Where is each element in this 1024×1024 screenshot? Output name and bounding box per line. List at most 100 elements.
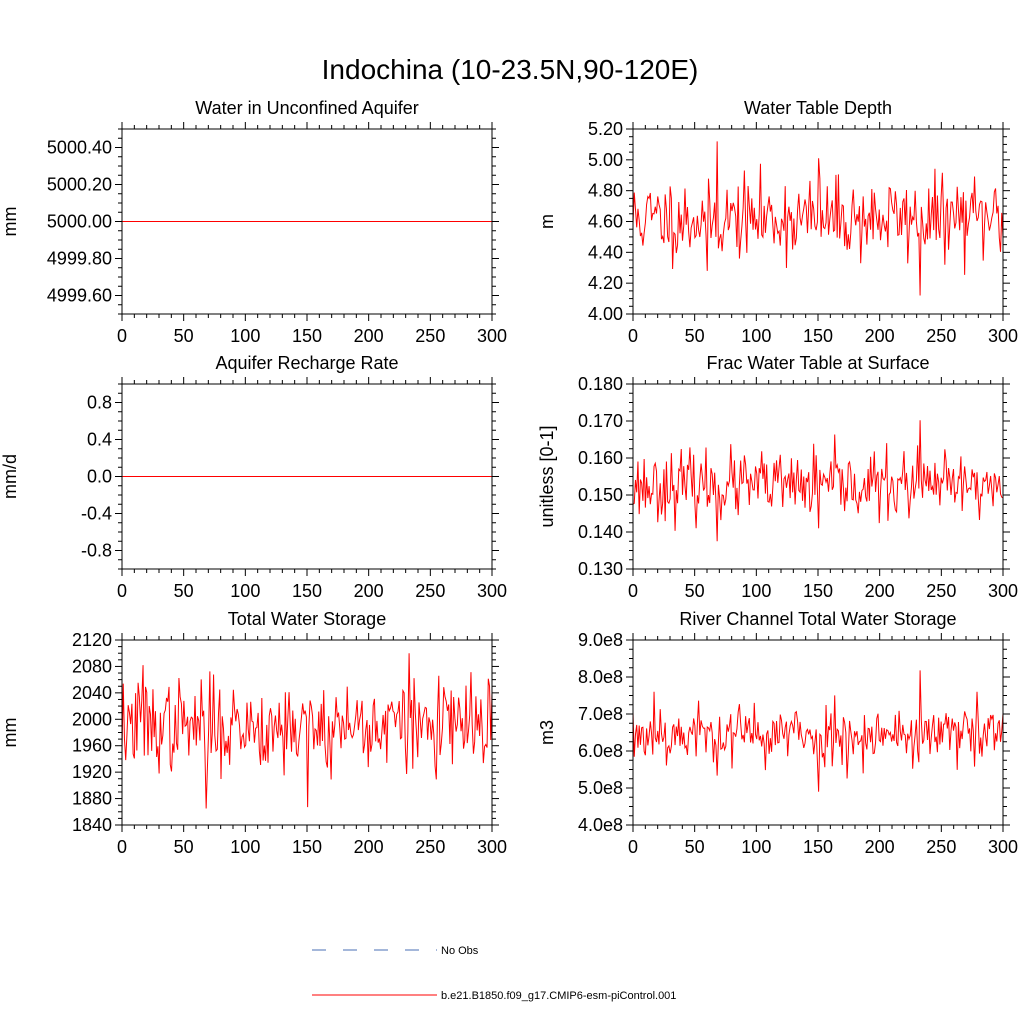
figure-title: Indochina (10-23.5N,90-120E) <box>322 54 699 85</box>
y-tick-label: -0.4 <box>81 504 112 524</box>
panel-title: Total Water Storage <box>228 609 386 629</box>
plot-frame <box>632 383 1004 570</box>
x-tick-label: 200 <box>354 837 384 857</box>
y-tick-label: 0.150 <box>578 485 623 505</box>
x-tick-label: 200 <box>865 837 895 857</box>
chart-panel: Frac Water Table at Surface unitless [0-1… <box>537 353 1018 601</box>
y-tick-label: 4.60 <box>588 212 623 232</box>
x-tick-label: 50 <box>685 837 705 857</box>
panel-title: Aquifer Recharge Rate <box>215 353 398 373</box>
x-tick-label: 250 <box>926 581 956 601</box>
y-tick-label: 9.0e8 <box>578 630 623 650</box>
legend-label-model: b.e21.B1850.f09_g17.CMIP6-esm-piControl.… <box>441 990 676 1002</box>
x-tick-label: 200 <box>865 581 895 601</box>
x-tick-label: 50 <box>685 326 705 346</box>
x-tick-label: 300 <box>477 326 507 346</box>
y-tick-label: 5.20 <box>588 119 623 139</box>
y-tick-label: 4999.60 <box>47 286 112 306</box>
x-tick-label: 300 <box>477 581 507 601</box>
panel-title: Water in Unconfined Aquifer <box>195 98 418 118</box>
y-tick-label: 8.0e8 <box>578 667 623 687</box>
x-tick-label: 250 <box>415 581 445 601</box>
x-tick-label: 150 <box>292 581 322 601</box>
y-tick-label: 0.8 <box>87 393 112 413</box>
y-tick-label: 1920 <box>72 762 112 782</box>
x-tick-label: 0 <box>628 837 638 857</box>
y-tick-label: 5.0e8 <box>578 778 623 798</box>
y-tick-label: 0.180 <box>578 374 623 394</box>
x-tick-label: 150 <box>292 326 322 346</box>
x-tick-label: 100 <box>741 837 771 857</box>
y-tick-label: 1840 <box>72 815 112 835</box>
y-axis-label: mm/d <box>0 454 20 499</box>
x-tick-label: 100 <box>230 837 260 857</box>
panel-title: River Channel Total Water Storage <box>679 609 956 629</box>
y-tick-label: 0.170 <box>578 411 623 431</box>
x-tick-label: 200 <box>354 326 384 346</box>
x-tick-label: 100 <box>741 326 771 346</box>
x-tick-label: 150 <box>803 326 833 346</box>
chart-panel: Aquifer Recharge Rate mm/d 0 50 100 150 200 250… <box>0 353 507 601</box>
x-tick-label: 150 <box>292 837 322 857</box>
y-tick-label: 5000.40 <box>47 138 112 158</box>
panels: Water in Unconfined Aquifer mm 0 50 100 150 20… <box>0 98 1018 857</box>
y-axis-label: m <box>537 214 557 229</box>
x-tick-label: 50 <box>174 837 194 857</box>
y-tick-label: 4.20 <box>588 273 623 293</box>
y-axis-label: mm <box>0 718 20 748</box>
y-tick-label: 1960 <box>72 736 112 756</box>
x-tick-label: 250 <box>926 837 956 857</box>
x-tick-label: 300 <box>988 326 1018 346</box>
y-tick-label: 4.80 <box>588 181 623 201</box>
y-tick-label: 5000.20 <box>47 175 112 195</box>
x-tick-label: 300 <box>988 581 1018 601</box>
y-axis-label: m3 <box>537 720 557 745</box>
x-tick-label: 250 <box>926 326 956 346</box>
x-tick-label: 150 <box>803 837 833 857</box>
x-tick-label: 100 <box>230 581 260 601</box>
y-tick-label: -0.8 <box>81 541 112 561</box>
y-tick-label: 0.0 <box>87 467 112 487</box>
series-line <box>633 141 1003 296</box>
y-axis-label: mm <box>0 207 20 237</box>
y-axis-label: unitless [0-1] <box>537 425 557 527</box>
y-tick-label: 2040 <box>72 683 112 703</box>
x-tick-label: 300 <box>477 837 507 857</box>
y-tick-label: 2080 <box>72 656 112 676</box>
y-tick-label: 5000.00 <box>47 212 112 232</box>
x-tick-label: 100 <box>741 581 771 601</box>
x-tick-label: 50 <box>174 326 194 346</box>
y-tick-label: 7.0e8 <box>578 704 623 724</box>
x-tick-label: 0 <box>628 326 638 346</box>
x-tick-label: 0 <box>628 581 638 601</box>
chart-panel: Total Water Storage mm 0 50 100 150 200 250 300 1… <box>0 609 507 857</box>
x-tick-label: 50 <box>174 581 194 601</box>
y-tick-label: 4.00 <box>588 304 623 324</box>
x-tick-label: 250 <box>415 837 445 857</box>
y-tick-label: 2120 <box>72 630 112 650</box>
chart-panel: Water Table Depth m 0 50 100 150 200 250 300 4.00… <box>537 98 1018 346</box>
x-tick-label: 0 <box>117 837 127 857</box>
y-tick-label: 4.40 <box>588 242 623 262</box>
panel-title: Frac Water Table at Surface <box>706 353 929 373</box>
y-tick-label: 4.0e8 <box>578 815 623 835</box>
y-tick-label: 0.140 <box>578 522 623 542</box>
x-tick-label: 250 <box>415 326 445 346</box>
y-tick-label: 5.00 <box>588 150 623 170</box>
x-tick-label: 200 <box>865 326 895 346</box>
y-tick-label: 1880 <box>72 789 112 809</box>
y-tick-label: 0.160 <box>578 448 623 468</box>
y-tick-label: 0.4 <box>87 430 112 450</box>
series-line <box>633 420 1003 542</box>
y-tick-label: 0.130 <box>578 559 623 579</box>
series-line <box>122 653 492 809</box>
x-tick-label: 300 <box>988 837 1018 857</box>
legend: No Obs b.e21.B1850.f09_g17.CMIP6-esm-piC… <box>312 945 676 1002</box>
chart-panel: River Channel Total Water Storage m3 0 50 10… <box>537 609 1018 857</box>
x-tick-label: 200 <box>354 581 384 601</box>
x-tick-label: 0 <box>117 581 127 601</box>
x-tick-label: 0 <box>117 326 127 346</box>
series-line <box>633 670 1003 792</box>
panel-title: Water Table Depth <box>744 98 892 118</box>
